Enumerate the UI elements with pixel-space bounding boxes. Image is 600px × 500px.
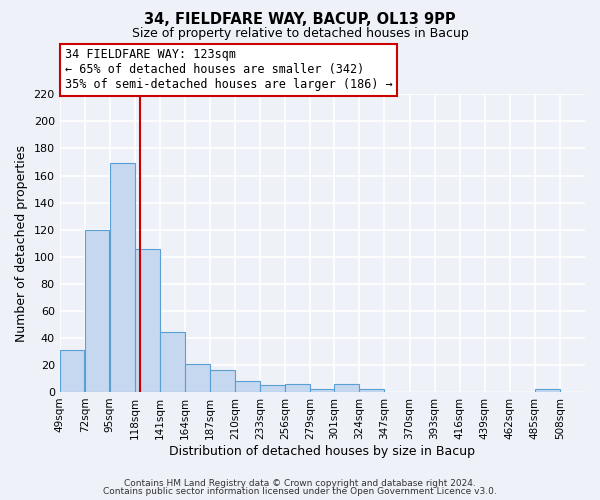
Bar xyxy=(185,364,210,392)
Text: 34 FIELDFARE WAY: 123sqm
← 65% of detached houses are smaller (342)
35% of semi-: 34 FIELDFARE WAY: 123sqm ← 65% of detach… xyxy=(65,48,392,92)
X-axis label: Distribution of detached houses by size in Bacup: Distribution of detached houses by size … xyxy=(169,444,475,458)
Bar xyxy=(260,385,285,392)
Bar xyxy=(310,390,334,392)
Bar xyxy=(285,384,310,392)
Bar xyxy=(210,370,235,392)
Bar xyxy=(235,381,260,392)
Bar xyxy=(59,350,85,392)
Bar xyxy=(110,164,134,392)
Y-axis label: Number of detached properties: Number of detached properties xyxy=(15,144,28,342)
Bar xyxy=(334,384,359,392)
Bar xyxy=(535,390,560,392)
Bar xyxy=(135,248,160,392)
Bar xyxy=(160,332,185,392)
Bar xyxy=(85,230,109,392)
Text: 34, FIELDFARE WAY, BACUP, OL13 9PP: 34, FIELDFARE WAY, BACUP, OL13 9PP xyxy=(144,12,456,28)
Bar xyxy=(359,390,384,392)
Text: Contains public sector information licensed under the Open Government Licence v3: Contains public sector information licen… xyxy=(103,487,497,496)
Text: Contains HM Land Registry data © Crown copyright and database right 2024.: Contains HM Land Registry data © Crown c… xyxy=(124,478,476,488)
Text: Size of property relative to detached houses in Bacup: Size of property relative to detached ho… xyxy=(131,28,469,40)
